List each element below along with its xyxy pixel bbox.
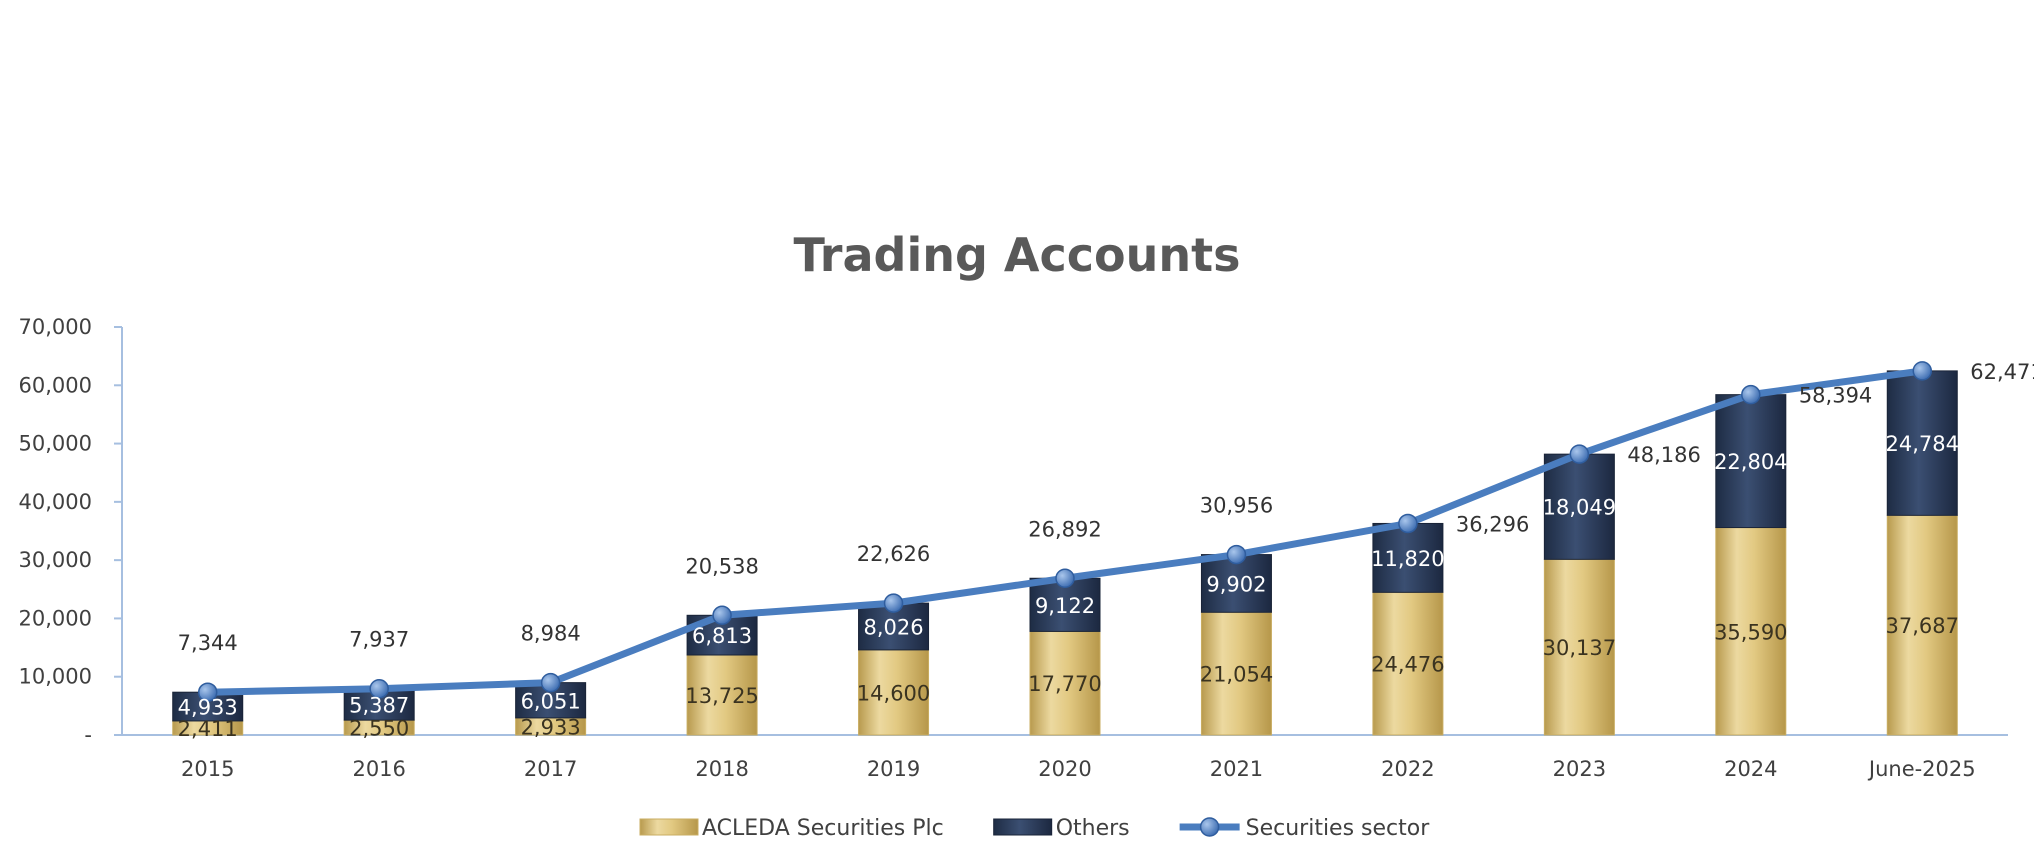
data-label-total: 7,937: [349, 628, 409, 652]
y-tick-label: 50,000: [19, 432, 92, 456]
line-point: [1912, 361, 1933, 381]
y-tick-label: 30,000: [19, 548, 92, 572]
data-label-total: 7,344: [178, 631, 238, 655]
data-label-others: 4,933: [178, 696, 238, 720]
line-point: [369, 678, 389, 699]
bar-acleda: [1715, 527, 1787, 736]
line-point: [712, 605, 732, 626]
data-label-acleda: 14,600: [857, 681, 930, 705]
data-label-total: 22,626: [857, 542, 930, 566]
data-label-total: 48,186: [1627, 443, 1700, 467]
data-label-acleda: 13,725: [685, 684, 758, 708]
line-point: [1055, 568, 1075, 589]
bar-acleda: [858, 649, 930, 736]
data-label-acleda: 35,590: [1714, 620, 1787, 644]
data-label-total: 62,471: [1970, 360, 2034, 384]
bar-others: [1372, 522, 1444, 593]
data-label-others: 6,813: [692, 624, 752, 648]
data-label-total: 58,394: [1799, 384, 1872, 408]
x-tick-label: June-2025: [1867, 757, 1976, 781]
bar-acleda: [1372, 591, 1444, 736]
bar-others: [172, 691, 244, 722]
bar-others: [1543, 453, 1615, 560]
data-label-total: 26,892: [1028, 517, 1101, 541]
line-point: [197, 682, 218, 702]
legend-label: ACLEDA Securities Plc: [702, 816, 944, 841]
legend-label: Securities sector: [1246, 816, 1431, 841]
data-label-others: 18,049: [1543, 496, 1616, 520]
data-label-acleda: 2,933: [521, 715, 581, 739]
y-tick-label: 60,000: [19, 373, 92, 397]
x-tick-label: 2017: [524, 757, 577, 781]
x-tick-label: 2020: [1038, 757, 1091, 781]
data-label-total: 30,956: [1200, 494, 1273, 518]
x-tick-label: 2015: [181, 757, 234, 781]
y-tick-label: -: [84, 723, 92, 747]
bar-acleda: [1543, 558, 1615, 736]
data-label-others: 5,387: [349, 693, 409, 717]
x-tick-label: 2022: [1381, 757, 1434, 781]
line-point: [1569, 444, 1590, 464]
data-label-acleda: 21,054: [1200, 663, 1273, 687]
bar-others: [1029, 577, 1101, 632]
x-tick-label: 2019: [867, 757, 920, 781]
y-tick-label: 10,000: [19, 665, 92, 689]
legend-swatch: [639, 818, 699, 836]
data-label-others: 9,122: [1035, 594, 1095, 618]
data-label-acleda: 30,137: [1543, 636, 1616, 660]
bar-others: [1886, 370, 1958, 516]
bar-acleda: [1200, 611, 1272, 736]
y-tick-label: 70,000: [19, 315, 92, 339]
legend-swatch: [993, 818, 1053, 836]
line-point: [1226, 544, 1247, 565]
x-tick-label: 2024: [1724, 757, 1777, 781]
data-label-acleda: 24,476: [1371, 653, 1444, 677]
line-point: [1398, 513, 1418, 534]
legend-label: Others: [1056, 816, 1130, 841]
x-tick-label: 2023: [1553, 757, 1606, 781]
x-tick-label: 2016: [352, 757, 405, 781]
bar-others: [1715, 394, 1787, 529]
y-tick-label: 20,000: [19, 606, 92, 630]
data-label-others: 11,820: [1371, 547, 1444, 571]
data-label-total: 36,296: [1456, 512, 1529, 536]
data-label-acleda: 2,550: [349, 717, 409, 741]
legend-marker: [1199, 817, 1220, 837]
data-label-others: 24,784: [1886, 432, 1959, 456]
x-tick-label: 2021: [1210, 757, 1263, 781]
data-label-acleda: 37,687: [1886, 614, 1959, 638]
y-tick-label: 40,000: [19, 490, 92, 514]
data-label-others: 6,051: [521, 689, 581, 713]
data-label-others: 8,026: [863, 616, 923, 640]
bar-acleda: [1886, 514, 1958, 736]
data-label-acleda: 17,770: [1028, 672, 1101, 696]
data-label-total: 8,984: [521, 622, 581, 646]
line-point: [1741, 384, 1761, 405]
line-point: [540, 672, 561, 693]
chart-title: Trading Accounts: [793, 228, 1241, 282]
x-tick-label: 2018: [695, 757, 748, 781]
line-point: [883, 593, 904, 613]
data-label-others: 9,902: [1206, 572, 1266, 596]
data-label-acleda: 2,411: [178, 717, 238, 741]
data-label-total: 20,538: [685, 554, 758, 578]
data-label-others: 22,804: [1714, 450, 1787, 474]
